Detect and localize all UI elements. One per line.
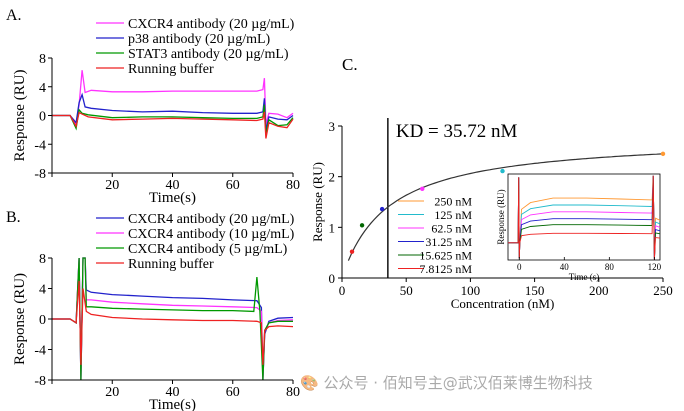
panel-c: C. 0 1 2 3 0 50 100 150 200 250 Concentration (nM) R… xyxy=(310,55,673,311)
c-x-tick-label-2: 100 xyxy=(461,283,481,298)
a-series-line-0 xyxy=(52,70,294,126)
c-legend-label-5: 7.8125 nM xyxy=(419,262,472,276)
c-data-point-0 xyxy=(349,249,355,254)
a-series-line-2 xyxy=(52,104,294,135)
c-kd-annotation: KD = 35.72 nM xyxy=(396,121,518,142)
b-y-axis-label: Response (RU) xyxy=(12,273,28,365)
c-legend-label-1: 125 nM xyxy=(434,208,472,222)
a-y-tick-label-0: -8 xyxy=(34,167,46,182)
c-data-point-1 xyxy=(359,223,365,228)
b-series-line-2 xyxy=(52,257,293,381)
b-legend-label-1: CXCR4 antibody (10 µg/mL) xyxy=(128,227,295,242)
c-legend-label-2: 62.5 nM xyxy=(431,222,472,236)
a-y-tick-label-4: 8 xyxy=(39,52,46,67)
a-x-tick-label-2: 40 xyxy=(166,178,180,193)
c-y-tick-label-0: 0 xyxy=(329,271,336,286)
b-legend-label-3: Running buffer xyxy=(128,257,214,272)
b-series-line-0 xyxy=(52,257,294,381)
a-x-axis-label: Time(s) xyxy=(149,190,196,206)
panel-b: B. -8 -4 0 4 8 20 40 60 80 Time(s) Response (RU) CXC… xyxy=(6,209,300,411)
c-y-tick-label-1: 1 xyxy=(329,220,336,235)
c-data-point-3 xyxy=(420,186,425,192)
watermark: 🎨 公众号 · 佰知号主@武汉佰莱博生物科技 xyxy=(300,374,593,392)
c-x-tick-label-0: 0 xyxy=(339,283,346,298)
c-inset-x-axis-label: Time (s) xyxy=(569,272,599,282)
c-x-tick-label-5: 250 xyxy=(653,283,673,298)
c-inset-series-5 xyxy=(508,175,660,260)
b-y-tick-label-1: -4 xyxy=(34,344,46,359)
c-inset-frame xyxy=(507,173,661,261)
a-legend-label-0: CXCR4 antibody (20 µg/mL) xyxy=(128,17,295,32)
c-fit-curve xyxy=(347,153,664,261)
a-x-tick-label-1: 20 xyxy=(105,178,119,193)
b-panel-label: B. xyxy=(6,209,21,226)
c-panel-label: C. xyxy=(342,55,358,74)
b-x-axis-label: Time(s) xyxy=(149,397,196,411)
c-inset-x-tick-label-2: 80 xyxy=(605,262,615,272)
b-legend-label-2: CXCR4 antibody (5 µg/mL) xyxy=(128,242,288,257)
a-x-tick-label-3: 60 xyxy=(226,178,240,193)
a-series-line-1 xyxy=(52,92,294,131)
b-series-line-1 xyxy=(52,257,294,381)
c-inset-x-tick-label-1: 40 xyxy=(560,262,570,272)
c-inset-x-tick-label-0: 0 xyxy=(517,262,522,272)
c-x-tick-label-1: 50 xyxy=(400,283,413,298)
c-data-point-4 xyxy=(500,168,505,174)
c-y-tick-label-2: 2 xyxy=(329,170,336,185)
b-y-tick-label-2: 0 xyxy=(39,313,46,328)
a-legend-label-3: Running buffer xyxy=(128,62,214,77)
c-inset-y-axis-label: Response (RU) xyxy=(496,189,506,244)
c-legend-label-0: 250 nM xyxy=(434,195,472,209)
b-series-line-3 xyxy=(52,280,294,365)
panel-a: A. -8 -4 0 4 8 20 40 60 80 Time(s) Response (RU) CXC… xyxy=(6,7,300,206)
a-series-line-3 xyxy=(52,111,294,139)
a-y-axis-label: Response (RU) xyxy=(12,69,28,161)
b-legend-label-0: CXCR4 antibody (20 µg/mL) xyxy=(128,212,295,227)
c-inset-x-tick-label-3: 120 xyxy=(648,262,662,272)
c-y-axis-label: Response (RU) xyxy=(310,162,325,242)
b-y-tick-label-3: 4 xyxy=(39,283,46,298)
a-y-tick-label-2: 0 xyxy=(39,110,46,125)
c-x-axis-label: Concentration (nM) xyxy=(451,296,555,311)
a-panel-label: A. xyxy=(6,7,22,24)
a-x-tick-label-4: 80 xyxy=(286,178,300,193)
c-legend-label-4: 15.625 nM xyxy=(419,249,472,263)
b-x-tick-label-1: 20 xyxy=(105,385,119,400)
c-legend-label-3: 31.25 nM xyxy=(425,235,472,249)
b-x-tick-label-3: 60 xyxy=(226,385,240,400)
c-y-tick-label-3: 3 xyxy=(329,119,336,134)
b-x-tick-label-2: 40 xyxy=(166,385,180,400)
b-y-tick-label-4: 8 xyxy=(39,252,46,267)
a-legend-label-2: STAT3 antibody (20 µg/mL) xyxy=(128,47,289,62)
c-x-tick-label-3: 150 xyxy=(525,283,545,298)
b-y-tick-label-0: -8 xyxy=(34,374,46,389)
a-y-tick-label-1: -4 xyxy=(34,138,46,153)
c-data-point-2 xyxy=(379,206,385,212)
a-y-tick-label-3: 4 xyxy=(39,81,46,96)
c-data-point-5 xyxy=(660,151,666,157)
b-x-tick-label-4: 80 xyxy=(286,385,300,400)
a-legend-label-1: p38 antibody (20 µg/mL) xyxy=(128,32,271,47)
c-x-tick-label-4: 200 xyxy=(589,283,609,298)
